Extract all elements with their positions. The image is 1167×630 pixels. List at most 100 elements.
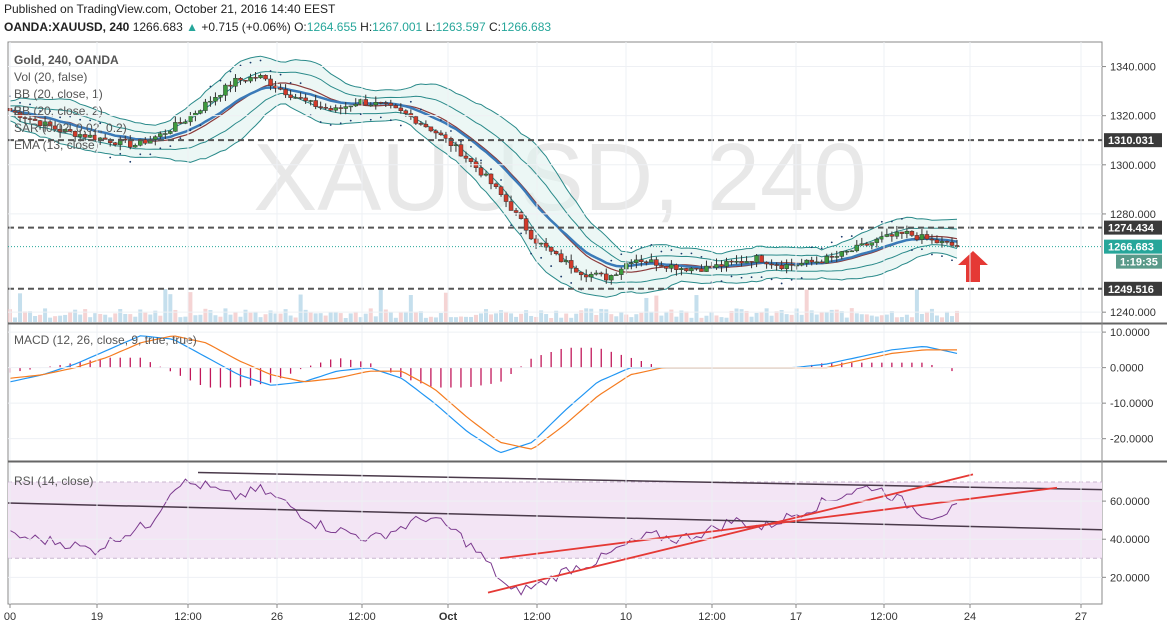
candle-body — [433, 130, 439, 134]
candle-body — [894, 231, 900, 237]
sar-dot — [500, 179, 502, 181]
volume-bar — [864, 314, 869, 322]
candle-body — [67, 129, 73, 132]
candle-body — [814, 261, 819, 264]
candle-body — [884, 234, 890, 237]
sar-dot — [389, 119, 392, 122]
volume-bar — [744, 310, 749, 322]
price-pane[interactable]: XAUUSD, 240 1310.0311274.4341249.5161266.… — [7, 53, 1162, 322]
sar-dot — [490, 168, 492, 171]
volume-bar — [724, 317, 729, 322]
y-tick-label: -20.0000 — [1110, 434, 1153, 446]
x-tick-label: 00 — [4, 611, 16, 623]
x-tick-label: 24 — [964, 611, 976, 623]
volume-bar — [934, 315, 939, 322]
volume-bar — [268, 310, 273, 322]
y-tick-label: 20.0000 — [1110, 572, 1150, 584]
volume-bar — [524, 310, 529, 322]
candle-body — [163, 133, 168, 135]
sar-dot — [610, 259, 613, 262]
volume-bar — [644, 297, 649, 322]
candle-body — [32, 118, 38, 121]
candle-body — [248, 77, 253, 82]
y-tick-label: 1340.000 — [1110, 62, 1156, 74]
volume-bar — [634, 314, 639, 322]
candle-body — [649, 259, 654, 263]
candle-body — [87, 134, 93, 138]
candle-body — [769, 263, 774, 266]
candle-body — [258, 75, 263, 79]
volume-bar — [494, 313, 499, 322]
last-price-label: 1266.683 — [1108, 242, 1154, 254]
candle-body — [303, 97, 308, 101]
volume-bar — [839, 311, 844, 322]
sar-dot — [630, 247, 633, 249]
volume-bar — [779, 310, 784, 322]
volume-bar — [554, 310, 559, 322]
candle-body — [533, 238, 539, 244]
volume-bar — [18, 293, 23, 322]
candle-body — [634, 259, 639, 263]
sar-dot — [730, 275, 733, 278]
sar-dot — [720, 280, 723, 283]
volume-bar — [328, 312, 333, 322]
sar-dot — [750, 276, 753, 279]
volume-bar — [869, 315, 874, 322]
candle-body — [378, 102, 384, 104]
candle-body — [804, 259, 809, 264]
countdown-label: 1:19:35 — [1120, 257, 1158, 269]
candle-body — [463, 155, 469, 159]
sar-dot — [189, 129, 192, 132]
candle-body — [729, 260, 734, 263]
volume-bar — [949, 316, 954, 322]
close-label: C: — [489, 20, 501, 34]
rsi-pane[interactable]: RSI (14, close) — [7, 471, 1103, 596]
candle-body — [929, 238, 935, 241]
volume-bar — [549, 317, 554, 322]
volume-bar — [58, 315, 63, 322]
volume-bar — [423, 317, 428, 322]
candle-body — [614, 274, 619, 276]
candle-body — [939, 241, 945, 244]
sar-dot — [480, 159, 482, 162]
volume-bar — [534, 316, 539, 322]
volume-bar — [589, 308, 594, 322]
sar-dot — [179, 137, 182, 140]
volume-bar — [103, 314, 108, 322]
sar-dot — [39, 110, 41, 112]
candle-body — [158, 133, 163, 137]
candle-body — [639, 259, 644, 263]
symbol-name: OANDA:XAUUSD, 240 — [4, 20, 130, 34]
volume-bar — [308, 312, 313, 322]
x-tick-label: Oct — [439, 611, 458, 623]
sar-dot — [790, 278, 793, 281]
sar-dot — [289, 82, 292, 84]
candle-body — [854, 244, 860, 252]
candle-body — [573, 267, 579, 273]
x-tick-label: 12:00 — [698, 611, 726, 623]
candle-body — [864, 243, 870, 246]
sar-dot — [169, 145, 172, 148]
macd-pane[interactable]: MACD (12, 26, close, 9, true, true) — [9, 333, 958, 454]
volume-bar — [53, 316, 58, 322]
candle-body — [694, 267, 699, 270]
volume-bar — [368, 308, 373, 322]
candle-body — [779, 264, 784, 269]
candle-body — [263, 75, 268, 80]
candle-body — [468, 158, 474, 162]
volume-bar — [133, 316, 138, 322]
candle-body — [809, 259, 814, 263]
price-legend-item: Vol (20, false) — [14, 70, 87, 84]
volume-bar — [198, 314, 203, 322]
candle-body — [619, 268, 624, 275]
volume-bar — [118, 308, 123, 322]
volume-bar — [28, 311, 33, 322]
volume-bar — [78, 314, 83, 322]
candle-body — [393, 105, 399, 109]
volume-bar — [348, 313, 353, 322]
candle-body — [343, 106, 348, 109]
candle-body — [699, 268, 704, 272]
sar-dot — [19, 101, 21, 104]
sar-dot — [510, 224, 512, 227]
